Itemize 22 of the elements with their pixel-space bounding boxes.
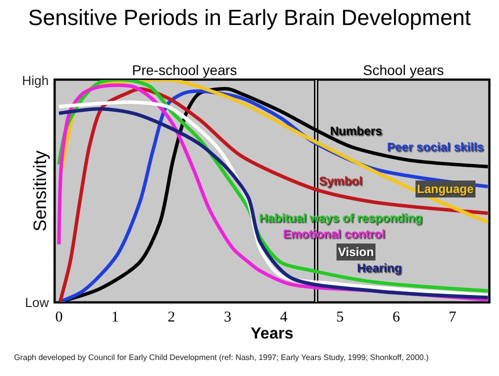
y-axis-title: Sensitivity (30, 150, 50, 232)
x-tick-label: 5 (336, 310, 344, 326)
series-label: Numbers (330, 124, 382, 138)
text: High (22, 73, 49, 88)
x-tick-label: 4 (280, 310, 288, 326)
x-tick-label: 6 (392, 310, 400, 326)
series-label: Hearing (357, 261, 402, 275)
x-tick-label: 0 (55, 310, 63, 326)
series-label: Symbol (319, 174, 362, 188)
x-tick-label: 2 (168, 310, 176, 326)
text: Vision (338, 245, 374, 259)
band-label: Pre-school years (132, 62, 238, 78)
x-tick-label: 1 (111, 310, 119, 326)
x-tick-label: 3 (224, 310, 232, 326)
text: Graph developed by Council for Early Child Development (ref: Nash, 1997; Early Years Study, 1999; Shonkoff, 2000.) (14, 353, 429, 362)
text: Low (25, 295, 50, 310)
x-tick-label: 7 (448, 310, 457, 326)
series-label: Language (417, 182, 474, 196)
band-label: School years (363, 62, 444, 78)
chart-title: Sensitive Periods in Early Brain Development (28, 4, 471, 30)
x-axis-title: Years (250, 326, 294, 342)
series-label: Peer social skills (387, 140, 484, 154)
